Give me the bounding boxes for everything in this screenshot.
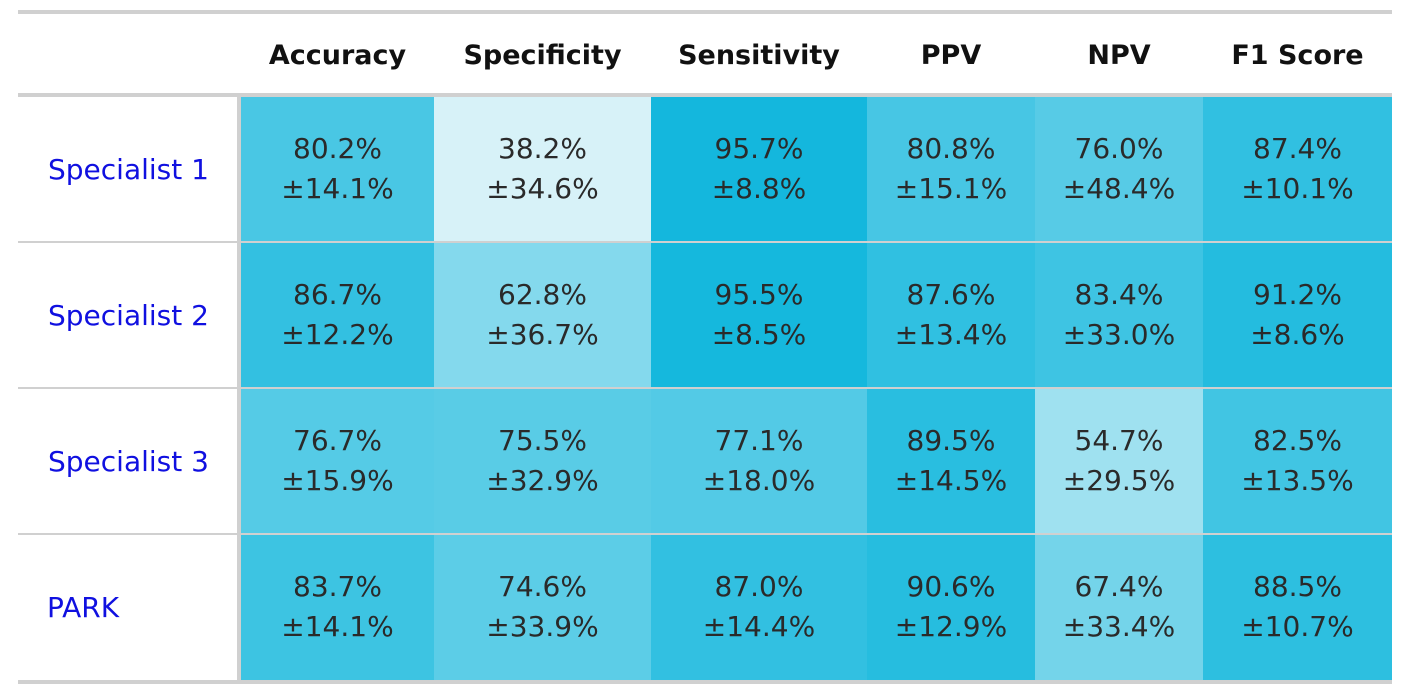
cell-value: 87.4% [1253,132,1342,165]
cell-value: 38.2% [498,132,587,165]
cell-value: 87.6% [906,278,996,311]
cell-error: ±15.9% [281,464,394,497]
cell-value: 88.5% [1253,570,1342,603]
cell-error: ±33.4% [1062,610,1176,643]
cell-value: 54.7% [1074,424,1164,457]
heatmap-cell: 86.7% ±12.2% [241,242,434,388]
heatmap-cell: 90.6% ±12.9% [867,534,1035,680]
heatmap-cell: 91.2% ±8.6% [1203,242,1392,388]
cell-value: 80.2% [293,132,382,165]
cell-error: ±36.7% [486,318,599,351]
cell-error: ±12.2% [281,318,394,351]
heatmap-cell: 38.2% ±34.6% [434,96,651,242]
heatmap-cell: 87.4% ±10.1% [1203,96,1392,242]
column-header: F1 Score [1231,39,1364,71]
heatmap-cell: 95.7% ±8.8% [651,96,867,242]
header-rule [18,93,1392,97]
bottom-rule [18,680,1392,684]
cell-error: ±14.1% [281,610,394,643]
row-separator [18,387,1392,389]
cell-error: ±48.4% [1062,172,1176,205]
cell-value: 89.5% [906,424,996,457]
heatmap-cell: 87.0% ±14.4% [651,534,867,680]
cell-error: ±10.7% [1241,610,1354,643]
cell-error: ±29.5% [1062,464,1176,497]
heatmap-cell: 80.2% ±14.1% [241,96,434,242]
cell-error: ±13.4% [894,318,1008,351]
heatmap-cell: 74.6% ±33.9% [434,534,651,680]
cell-value: 74.6% [498,570,587,603]
cell-error: ±33.9% [486,610,599,643]
heatmap-cell: 76.0% ±48.4% [1035,96,1203,242]
cell-error: ±14.5% [894,464,1008,497]
cell-value: 80.8% [906,132,996,165]
cell-value: 95.7% [714,132,804,165]
cell-error: ±18.0% [702,464,816,497]
cell-value: 76.7% [293,424,382,457]
column-header: Sensitivity [678,39,840,71]
label-column-divider [237,96,241,680]
row-label: Specialist 3 [48,444,209,478]
row-separator [18,533,1392,535]
heatmap-cell: 88.5% ±10.7% [1203,534,1392,680]
cell-error: ±8.8% [711,172,807,205]
cell-value: 91.2% [1253,278,1342,311]
cell-value: 95.5% [714,278,804,311]
heatmap-cell: 75.5% ±32.9% [434,388,651,534]
cell-error: ±33.0% [1062,318,1176,351]
heatmap-cell: 89.5% ±14.5% [867,388,1035,534]
heatmap-cell: 95.5% ±8.5% [651,242,867,388]
cell-value: 67.4% [1074,570,1164,603]
cell-error: ±10.1% [1241,172,1354,205]
cell-value: 87.0% [714,570,804,603]
cell-error: ±15.1% [894,172,1008,205]
cell-value: 82.5% [1253,424,1342,457]
cell-value: 83.7% [293,570,382,603]
heatmap-cell: 67.4% ±33.4% [1035,534,1203,680]
heatmap-cell: 77.1% ±18.0% [651,388,867,534]
row-label: PARK [47,590,120,624]
heatmap-cell: 80.8% ±15.1% [867,96,1035,242]
cell-value: 62.8% [498,278,587,311]
cell-value: 77.1% [714,424,804,457]
heatmap-cell: 62.8% ±36.7% [434,242,651,388]
heatmap-cell: 83.4% ±33.0% [1035,242,1203,388]
top-rule [18,10,1392,14]
row-separator [18,241,1392,243]
heatmap-table: Accuracy Specificity Sensitivity PPV NPV F1 S… [18,10,1392,684]
cell-error: ±32.9% [486,464,599,497]
cell-value: 75.5% [498,424,587,457]
cell-value: 86.7% [293,278,382,311]
cell-error: ±34.6% [486,172,599,205]
row-label: Specialist 2 [48,298,209,332]
heatmap-cell: 76.7% ±15.9% [241,388,434,534]
row-label: Specialist 1 [48,152,209,186]
cell-value: 76.0% [1074,132,1164,165]
heatmap-cell: 87.6% ±13.4% [867,242,1035,388]
cell-error: ±8.6% [1250,318,1345,351]
heatmap-cell: 54.7% ±29.5% [1035,388,1203,534]
heatmap-cell: 82.5% ±13.5% [1203,388,1392,534]
cell-error: ±14.4% [702,610,816,643]
heatmap-cell: 83.7% ±14.1% [241,534,434,680]
cell-value: 90.6% [906,570,996,603]
cell-value: 83.4% [1074,278,1164,311]
column-header: Specificity [463,39,622,71]
column-header: Accuracy [268,39,407,71]
column-header: PPV [920,39,982,71]
cell-error: ±8.5% [711,318,807,351]
cell-error: ±14.1% [281,172,394,205]
cell-error: ±12.9% [894,610,1008,643]
column-header: NPV [1087,39,1151,71]
cell-error: ±13.5% [1241,464,1354,497]
